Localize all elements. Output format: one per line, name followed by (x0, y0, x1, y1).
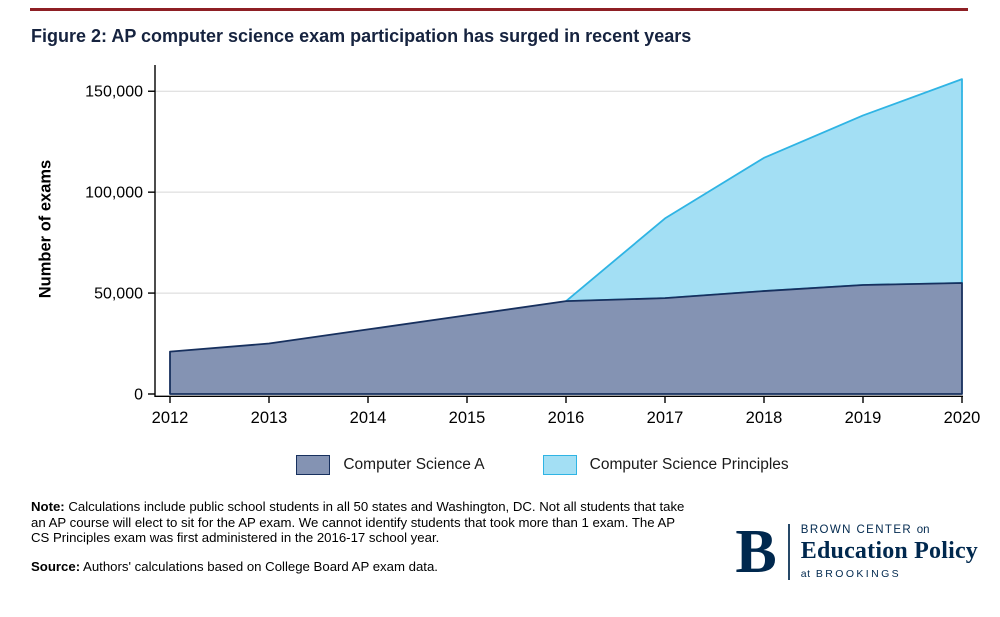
x-tick-label: 2016 (548, 409, 585, 427)
stacked-area-chart: 0 50,000 100,000 150,000 2012 2013 2014 2015 201… (85, 65, 981, 427)
note-label: Note: (31, 499, 65, 514)
legend-swatch-cs-principles (542, 455, 577, 475)
x-tick-label: 2014 (350, 409, 387, 427)
source-paragraph: Source: Authors' calculations based on C… (31, 559, 689, 575)
area-computer-science-principles (565, 78, 963, 303)
y-tick-label: 100,000 (85, 185, 143, 202)
legend-item-cs-principles: Computer Science Principles (542, 455, 789, 475)
note-paragraph: Note: Calculations include public school… (31, 499, 689, 546)
brookings-monogram: B (735, 517, 777, 586)
x-tick-label: 2015 (449, 409, 486, 427)
x-tick-label: 2013 (251, 409, 288, 427)
logo-brown-center-line: BROWN CENTER on (800, 524, 930, 536)
x-tick-label: 2018 (746, 409, 783, 427)
y-tick-label: 150,000 (85, 84, 143, 101)
logo-divider (787, 524, 790, 580)
logo-education-policy-line: Education Policy (800, 538, 978, 564)
logo-text: BROWN CENTER on Education Policy at BROO… (801, 524, 978, 580)
accent-rule (30, 8, 968, 11)
x-tick-label: 2020 (944, 409, 981, 427)
brookings-logo: B BROWN CENTER on Education Policy at BR… (735, 517, 978, 586)
footnotes: Note: Calculations include public school… (31, 499, 689, 574)
x-tick-label: 2012 (152, 409, 189, 427)
y-tick-label: 50,000 (94, 286, 143, 303)
area-computer-science-a (169, 282, 963, 395)
x-tick-label: 2019 (845, 409, 882, 427)
legend: Computer Science A Computer Science Prin… (0, 455, 1000, 475)
legend-swatch-cs-a (296, 455, 331, 475)
y-tick-label: 0 (134, 387, 143, 404)
y-axis-title: Number of exams (36, 159, 55, 299)
legend-item-cs-a: Computer Science A (296, 455, 485, 475)
legend-label-cs-a: Computer Science A (343, 456, 485, 473)
logo-at-brookings-line: at BROOKINGS (800, 568, 902, 580)
source-label: Source: (31, 558, 81, 574)
figure-title: Figure 2: AP computer science exam parti… (31, 26, 692, 46)
x-tick-label: 2017 (647, 409, 684, 427)
legend-label-cs-principles: Computer Science Principles (589, 456, 789, 473)
note-text: Calculations include public school stude… (31, 499, 685, 546)
source-text: Authors' calculations based on College B… (83, 558, 438, 574)
